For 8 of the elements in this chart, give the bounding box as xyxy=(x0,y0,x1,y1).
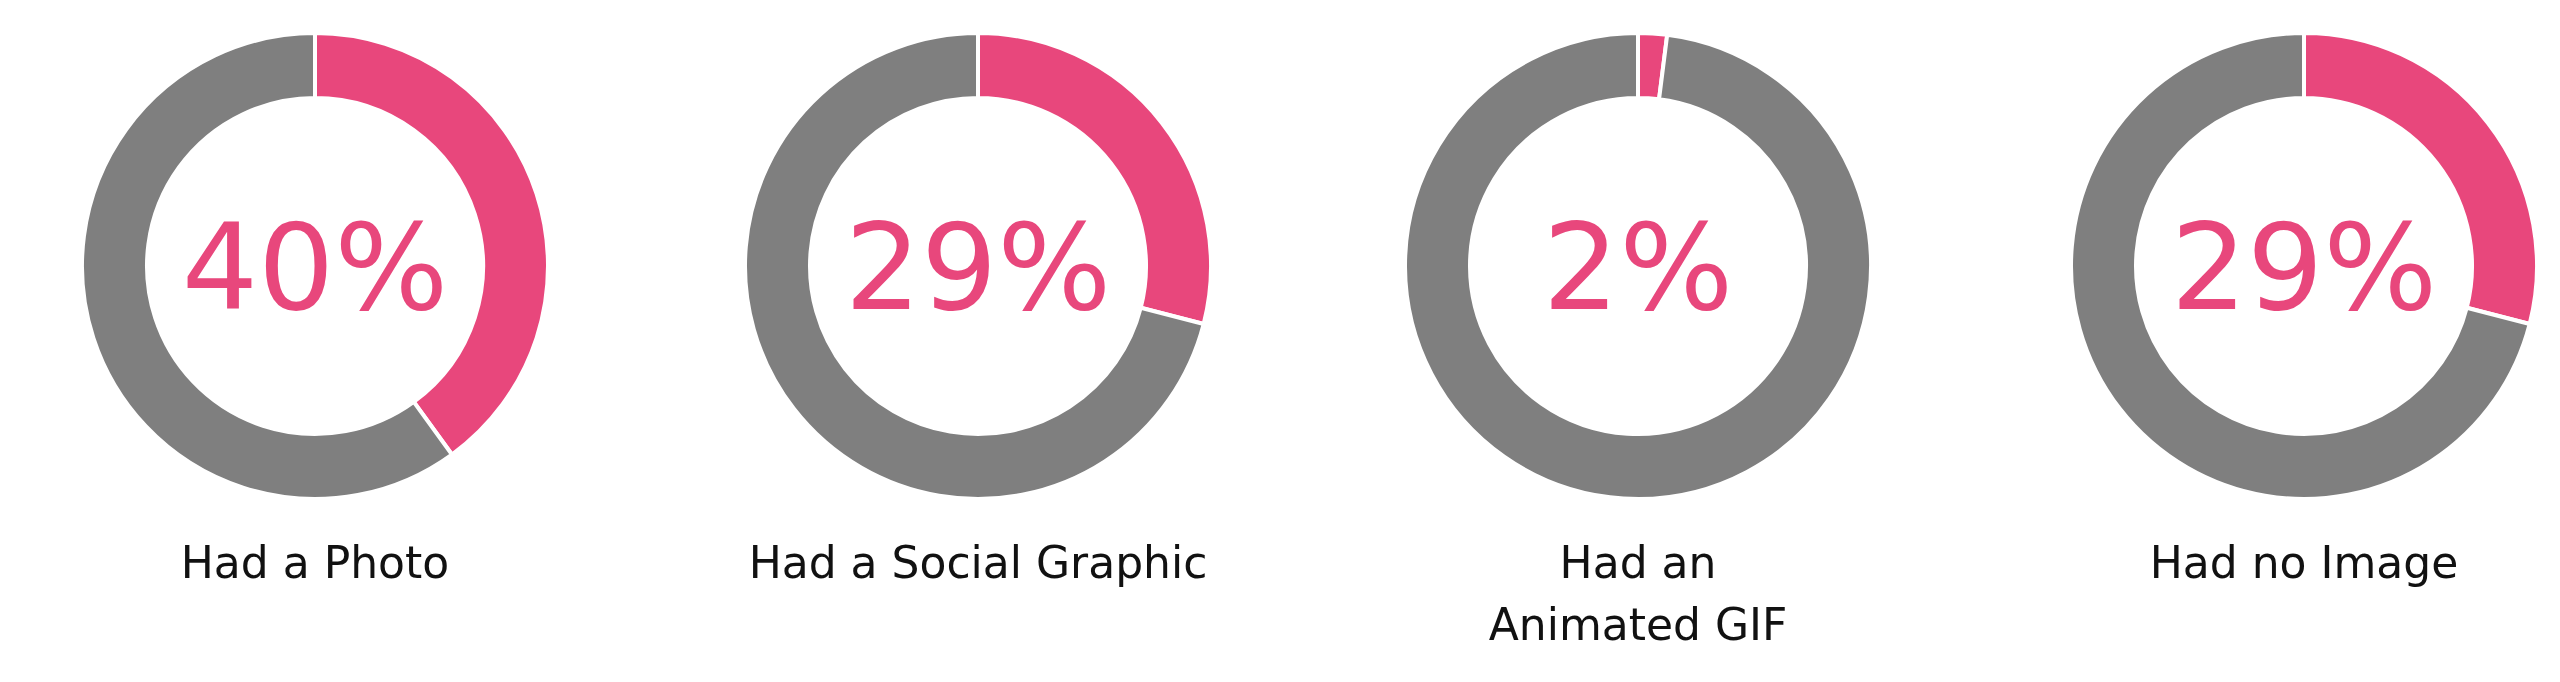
text: Had a Social Graphic xyxy=(748,537,1208,588)
text: 29% xyxy=(844,198,1112,338)
text: Had an Animated GIF xyxy=(1488,537,1788,650)
text: Had a Photo xyxy=(180,537,450,588)
text: 29% xyxy=(2170,198,2438,338)
text: Had no Image xyxy=(2149,537,2459,588)
text: 40% xyxy=(181,198,449,338)
text: 2% xyxy=(1542,198,1734,338)
